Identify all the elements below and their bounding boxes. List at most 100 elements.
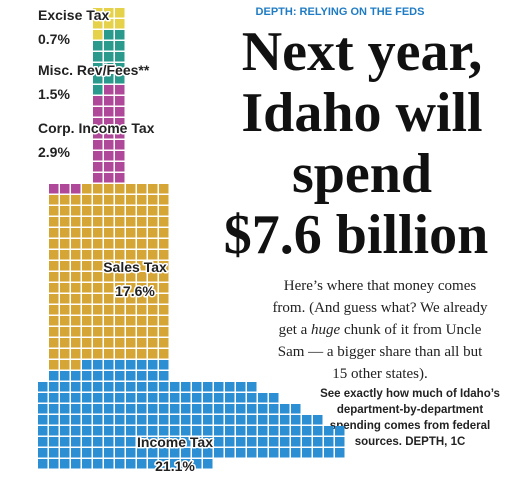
- waffle-cell: [82, 371, 92, 381]
- waffle-cell: [104, 151, 114, 161]
- waffle-cell: [60, 459, 70, 469]
- category-label: Misc. Rev/Fees**: [38, 62, 150, 78]
- waffle-cell: [126, 415, 136, 425]
- waffle-cell: [170, 448, 180, 458]
- waffle-cell: [71, 371, 81, 381]
- waffle-cell: [181, 437, 191, 447]
- waffle-cell: [214, 393, 224, 403]
- waffle-cell: [60, 228, 70, 238]
- waffle-cell: [115, 151, 125, 161]
- waffle-cell: [115, 415, 125, 425]
- waffle-cell: [192, 459, 202, 469]
- waffle-cell: [104, 19, 114, 29]
- waffle-cell: [104, 140, 114, 150]
- waffle-cell: [93, 426, 103, 436]
- waffle-cell: [93, 129, 103, 139]
- waffle-cell: [137, 261, 147, 271]
- waffle-cell: [49, 393, 59, 403]
- waffle-cell: [159, 327, 169, 337]
- waffle-cell: [247, 437, 257, 447]
- waffle-cell: [104, 118, 114, 128]
- waffle-cell: [137, 338, 147, 348]
- waffle-cell: [93, 239, 103, 249]
- waffle-cell: [93, 371, 103, 381]
- body-line: from. (And guess what? We already: [272, 300, 488, 316]
- waffle-cell: [71, 206, 81, 216]
- waffle-cell: [148, 404, 158, 414]
- waffle-cell: [82, 305, 92, 315]
- waffle-cell: [126, 195, 136, 205]
- waffle-cell: [49, 338, 59, 348]
- waffle-cell: [115, 294, 125, 304]
- waffle-cell: [170, 426, 180, 436]
- waffle-cell: [181, 382, 191, 392]
- waffle-cell: [192, 437, 202, 447]
- waffle-cell: [225, 448, 235, 458]
- waffle-cell: [170, 393, 180, 403]
- waffle-cell: [148, 206, 158, 216]
- waffle-cell: [159, 184, 169, 194]
- waffle-cell: [313, 448, 323, 458]
- waffle-cell: [93, 41, 103, 51]
- waffle-cell: [71, 338, 81, 348]
- waffle-cell: [49, 261, 59, 271]
- waffle-cell: [71, 294, 81, 304]
- waffle-cell: [115, 437, 125, 447]
- waffle-cell: [93, 228, 103, 238]
- waffle-cell: [126, 206, 136, 216]
- waffle-cell: [203, 426, 213, 436]
- waffle-cell: [137, 228, 147, 238]
- waffle-cell: [104, 250, 114, 260]
- waffle-cell: [247, 415, 257, 425]
- waffle-cell: [137, 371, 147, 381]
- waffle-cell: [115, 327, 125, 337]
- waffle-cell: [82, 437, 92, 447]
- waffle-cell: [93, 151, 103, 161]
- body-emphasis: huge: [311, 322, 341, 338]
- waffle-cell: [247, 426, 257, 436]
- waffle-cell: [280, 448, 290, 458]
- waffle-cell: [38, 415, 48, 425]
- waffle-cell: [148, 382, 158, 392]
- waffle-cell: [115, 272, 125, 282]
- waffle-cell: [148, 415, 158, 425]
- waffle-cell: [115, 8, 125, 18]
- category-label: Excise Tax: [38, 7, 110, 23]
- waffle-cell: [71, 316, 81, 326]
- title-line: Idaho will: [241, 82, 482, 144]
- waffle-cell: [126, 327, 136, 337]
- body-text: get a: [279, 322, 311, 338]
- waffle-cell: [104, 195, 114, 205]
- waffle-cell: [159, 305, 169, 315]
- waffle-cell: [181, 404, 191, 414]
- waffle-cell: [60, 272, 70, 282]
- waffle-cell: [126, 228, 136, 238]
- waffle-cell: [38, 426, 48, 436]
- waffle-cell: [258, 437, 268, 447]
- waffle: [38, 8, 345, 469]
- waffle-cell: [159, 448, 169, 458]
- waffle-cell: [93, 382, 103, 392]
- waffle-cell: [159, 360, 169, 370]
- waffle-cell: [214, 415, 224, 425]
- waffle-cell: [159, 206, 169, 216]
- body-line: 15 other states).: [332, 366, 427, 382]
- waffle-cell: [137, 393, 147, 403]
- waffle-cell: [93, 360, 103, 370]
- waffle-cell: [82, 272, 92, 282]
- waffle-cell: [82, 283, 92, 293]
- waffle-cell: [71, 272, 81, 282]
- value-label: 2.9%: [38, 144, 70, 160]
- waffle-cell: [247, 404, 257, 414]
- waffle-cell: [104, 294, 114, 304]
- waffle-cell: [115, 140, 125, 150]
- waffle-cell: [104, 327, 114, 337]
- waffle-cell: [159, 382, 169, 392]
- body-text: chunk of it from Uncle: [340, 322, 482, 338]
- waffle-cell: [126, 349, 136, 359]
- waffle-cell: [115, 459, 125, 469]
- waffle-cell: [236, 437, 246, 447]
- waffle-cell: [71, 393, 81, 403]
- title-line: spend: [292, 143, 432, 205]
- waffle-cell: [93, 30, 103, 40]
